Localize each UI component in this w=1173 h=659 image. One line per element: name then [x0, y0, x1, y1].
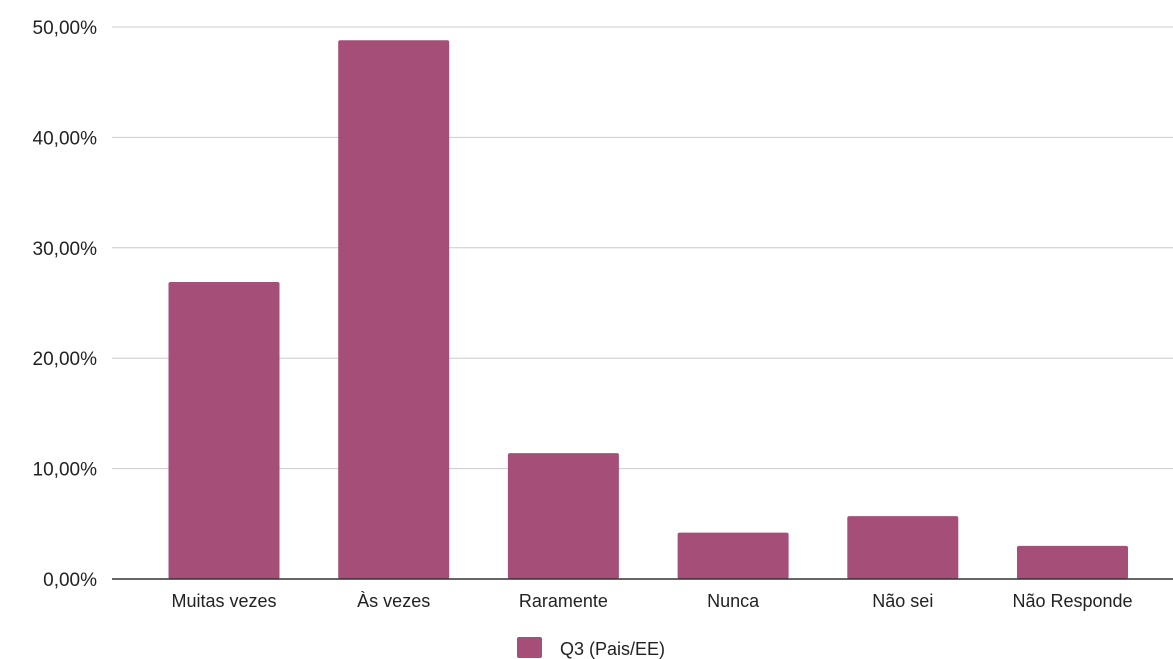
x-category-label: Nunca — [707, 591, 760, 611]
bar — [338, 40, 450, 580]
y-tick-label: 30,00% — [33, 239, 98, 260]
legend-label: Q3 (Pais/EE) — [560, 639, 665, 659]
bars — [168, 40, 1128, 580]
y-tick-label: 0,00% — [43, 570, 97, 591]
x-category-label: Muitas vezes — [171, 591, 276, 611]
legend: Q3 (Pais/EE) — [517, 637, 665, 659]
x-category-label: Não sei — [872, 591, 933, 611]
x-category-label: Raramente — [519, 591, 608, 611]
x-axis-category-labels: Muitas vezes Às vezes Raramente Nunca Não se… — [171, 591, 1132, 611]
legend-swatch — [517, 637, 542, 658]
bar — [677, 532, 789, 579]
bar — [1017, 545, 1128, 579]
bar — [168, 282, 280, 579]
y-tick-label: 20,00% — [33, 349, 98, 370]
x-category-label: Às vezes — [357, 591, 430, 611]
bar — [507, 453, 619, 579]
y-axis-tick-labels: 0,00% 10,00% 20,00% 30,00% 40,00% 50,00% — [33, 18, 98, 591]
bar — [847, 516, 959, 579]
x-category-label: Não Responde — [1012, 591, 1132, 611]
y-tick-label: 40,00% — [33, 128, 98, 149]
y-tick-label: 50,00% — [33, 18, 98, 39]
y-tick-label: 10,00% — [33, 460, 98, 481]
gridlines — [112, 26, 1173, 470]
